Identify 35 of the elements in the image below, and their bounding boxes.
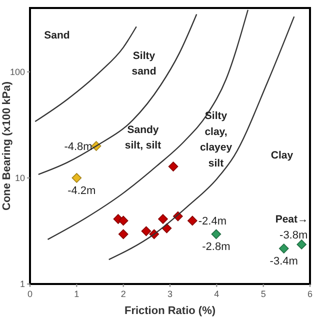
point <box>296 240 306 250</box>
annotation: Silty clay, clayey silt <box>200 110 232 170</box>
x-tick-label: 1 <box>74 289 80 299</box>
point <box>278 244 289 254</box>
x-axis-title: Friction Ratio (%) <box>124 305 216 317</box>
annotation: Silty sand <box>132 50 156 78</box>
annotation: -4.8m <box>64 140 92 153</box>
point <box>188 216 198 226</box>
point <box>211 229 222 240</box>
annotation: -4.2m <box>68 184 96 197</box>
y-tick-label: 1 <box>20 279 25 289</box>
point <box>141 226 152 236</box>
annotation: Sand <box>44 30 70 42</box>
annotation: -2.4m <box>198 216 227 228</box>
point <box>118 229 128 240</box>
annotation: -3.8m <box>280 229 308 242</box>
y-tick-label: 10 <box>14 172 25 183</box>
annotation: Peat→ <box>275 214 308 226</box>
point <box>118 216 128 226</box>
x-tick-label: 3 <box>167 289 173 299</box>
annotation: -3.4m <box>270 255 298 268</box>
x-tick-label: 2 <box>120 289 126 299</box>
x-tick-label: 6 <box>307 289 313 299</box>
x-tick-label: 5 <box>260 289 266 299</box>
y-tick-label: 100 <box>10 66 25 77</box>
annotation: -2.8m <box>202 241 230 254</box>
y-axis-title: Cone Bearing (x100 kPa) <box>1 81 13 210</box>
x-tick-label: 0 <box>27 289 33 299</box>
line-series <box>38 14 198 175</box>
x-tick-label: 4 <box>214 289 220 299</box>
point <box>158 214 168 224</box>
point <box>168 162 178 172</box>
annotation: Clay <box>270 150 294 162</box>
point <box>72 173 82 183</box>
annotation: Sandy silt, silt <box>124 124 162 152</box>
